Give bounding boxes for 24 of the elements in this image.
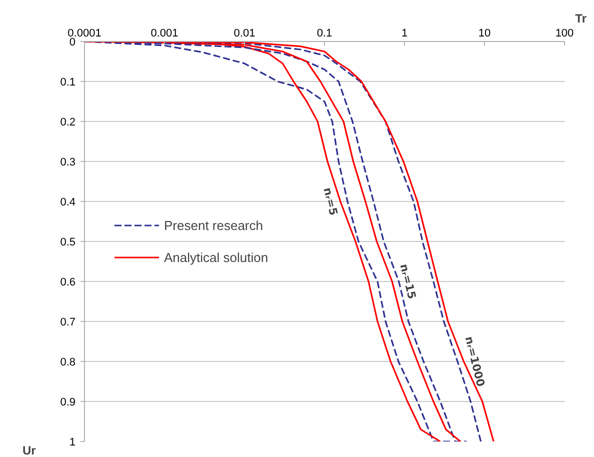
y-tick-label: 0.8 [60,356,76,368]
y-tick-label: 0.4 [60,196,76,208]
y-tick-label: 0.3 [60,156,76,168]
x-tick-label: 0.01 [234,28,256,40]
x-tick-label: 100 [555,28,574,40]
y-tick-label: 0.9 [60,396,76,408]
y-tick-label: 0.2 [60,116,76,128]
x-tick-label: 0.0001 [68,28,102,40]
legend-label: Present research [164,218,263,232]
x-tick-label: 0.001 [150,28,178,40]
y-tick-label: 1 [69,436,76,448]
y-axis-title: Ur [22,444,36,457]
x-axis-title: Tr [575,12,587,26]
x-tick-label: 1 [401,28,408,40]
y-tick-label: 0.1 [60,76,76,88]
x-tick-label: 10 [478,28,491,40]
annotation: nᵣ=5 [320,186,340,217]
y-tick-label: 0 [69,36,76,48]
annotation: nᵣ=15 [397,262,418,300]
y-tick-label: 0.6 [60,276,76,288]
x-tick-label: 0.1 [316,28,332,40]
y-tick-label: 0.7 [60,316,76,328]
y-tick-label: 0.5 [60,236,76,248]
legend-label: Analytical solution [164,250,268,264]
